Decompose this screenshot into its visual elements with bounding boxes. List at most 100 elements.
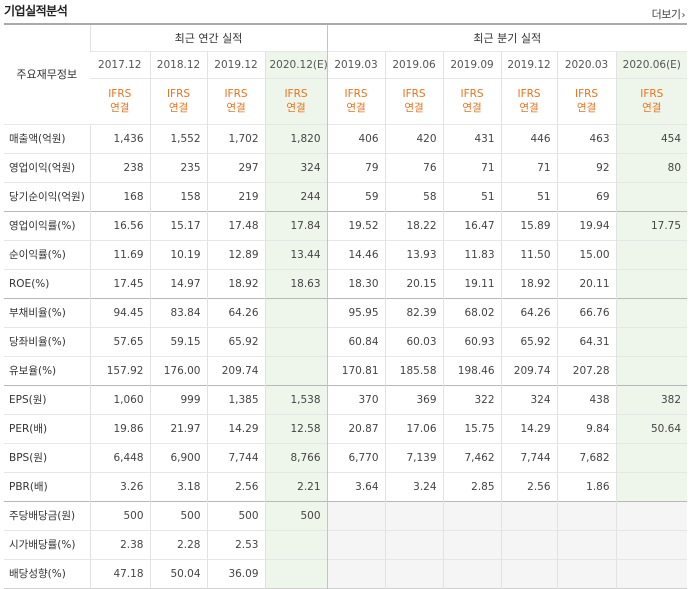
- metric-value: 382: [615, 384, 688, 414]
- metric-value: 176.00: [149, 355, 207, 385]
- table-row: BPS(원) 6,448 6,900 7,744 8,766 6,770 7,139 7,46…: [4, 442, 688, 472]
- accounting-standard-header: IFRS 연결: [326, 77, 386, 124]
- metric-value: 297: [206, 152, 265, 182]
- metric-value: [500, 558, 558, 588]
- metric-label: BPS(원): [4, 442, 90, 472]
- metric-value: 7,462: [442, 442, 502, 472]
- metric-label: 배당성향(%): [4, 558, 90, 588]
- accounting-standard-header: IFRS 연결: [149, 77, 207, 124]
- table-row: PER(배) 19.86 21.97 14.29 12.58 20.87 17.06 15.7…: [4, 413, 688, 443]
- metric-label: ROE(%): [4, 268, 90, 298]
- section-header: 기업실적분석 더보기›: [0, 0, 691, 23]
- metric-value: 1,436: [89, 123, 150, 153]
- accounting-standard-header: IFRS 연결: [500, 77, 558, 124]
- table-row: 순이익률(%) 11.69 10.19 12.89 13.44 14.46 13.93 11.…: [4, 239, 688, 269]
- metric-value: 438: [556, 384, 617, 414]
- accounting-standard-header: IFRS 연결: [384, 77, 444, 124]
- metric-value: 369: [384, 384, 444, 414]
- metric-value: [264, 558, 328, 588]
- table-row: 당좌비율(%) 57.65 59.15 65.92 60.84 60.03 60.93 65.…: [4, 326, 688, 356]
- metric-value: 1.86: [556, 471, 617, 501]
- metric-value: 95.95: [326, 297, 386, 327]
- consolidation-type: 연결: [576, 102, 597, 114]
- standard-type: IFRS: [284, 88, 308, 100]
- table-row: 영업이익률(%) 16.56 15.17 17.48 17.84 19.52 18.22 16…: [4, 210, 688, 240]
- metric-value: 235: [149, 152, 207, 182]
- metric-value: 2.56: [206, 471, 265, 501]
- period-header: 2020.03: [556, 50, 617, 78]
- metric-value: 19.52: [326, 210, 386, 240]
- metric-value: 6,770: [326, 442, 386, 472]
- chevron-right-icon: ›: [681, 10, 686, 21]
- metric-value: 13.93: [384, 239, 444, 269]
- metric-value: 219: [206, 181, 265, 211]
- metric-label: 영업이익(억원): [4, 152, 90, 182]
- metric-label: 당기순이익(억원): [4, 181, 90, 211]
- metric-value: 18.22: [384, 210, 444, 240]
- metric-value: 20.87: [326, 413, 386, 443]
- period-header: 2018.12: [149, 50, 207, 78]
- metric-value: 17.06: [384, 413, 444, 443]
- period-header: 2019.03: [326, 50, 386, 78]
- metric-value: 14.97: [149, 268, 207, 298]
- metric-value: 68.02: [442, 297, 502, 327]
- metric-value: 12.89: [206, 239, 265, 269]
- metric-value: 170.81: [326, 355, 386, 385]
- metric-value: 71: [500, 152, 558, 182]
- metric-label: 주당배당금(원): [4, 500, 90, 530]
- metric-value: 17.75: [615, 210, 688, 240]
- period-header: 2019.12: [500, 50, 558, 78]
- metric-value: 2.21: [264, 471, 328, 501]
- metric-value: [615, 558, 688, 588]
- metric-value: 16.47: [442, 210, 502, 240]
- metric-value: 60.03: [384, 326, 444, 356]
- metric-value: 324: [500, 384, 558, 414]
- metric-value: 82.39: [384, 297, 444, 327]
- metric-value: 3.26: [89, 471, 150, 501]
- metric-value: 36.09: [206, 558, 265, 588]
- metric-value: [442, 529, 502, 559]
- metric-value: 20.15: [384, 268, 444, 298]
- metric-value: 244: [264, 181, 328, 211]
- metric-value: 14.29: [206, 413, 265, 443]
- metric-value: 322: [442, 384, 502, 414]
- metric-value: 2.56: [500, 471, 558, 501]
- standard-type: IFRS: [224, 88, 248, 100]
- standard-type: IFRS: [517, 88, 541, 100]
- metric-label: 매출액(억원): [4, 123, 90, 153]
- metric-value: 1,552: [149, 123, 207, 153]
- metric-label: EPS(원): [4, 384, 90, 414]
- consolidation-type: 연결: [168, 102, 189, 114]
- annual-group-header: 최근 연간 실적: [89, 23, 328, 51]
- metric-value: 420: [384, 123, 444, 153]
- metric-value: [500, 529, 558, 559]
- metric-value: 17.48: [206, 210, 265, 240]
- metric-value: 83.84: [149, 297, 207, 327]
- metric-value: 94.45: [89, 297, 150, 327]
- metric-value: 463: [556, 123, 617, 153]
- metric-value: 7,744: [500, 442, 558, 472]
- metric-value: [264, 297, 328, 327]
- page-title: 기업실적분석: [4, 4, 68, 18]
- metric-value: 500: [206, 500, 265, 530]
- metric-value: [615, 181, 688, 211]
- financial-summary-table: 주요재무정보 최근 연간 실적 최근 분기 실적 2017.12 2018.12 2…: [4, 23, 688, 589]
- metric-value: [556, 558, 617, 588]
- metric-value: 3.18: [149, 471, 207, 501]
- consolidation-type: 연결: [642, 102, 662, 114]
- accounting-standard-header: IFRS 연결: [264, 77, 328, 124]
- more-link[interactable]: 더보기›: [652, 6, 686, 22]
- metric-value: 59: [326, 181, 386, 211]
- metric-value: 198.46: [442, 355, 502, 385]
- accounting-standard-header: IFRS 연결: [442, 77, 502, 124]
- table-row: 영업이익(억원) 238 235 297 324 79 76 71 71 92 80: [4, 152, 688, 182]
- metric-value: 15.00: [556, 239, 617, 269]
- metric-value: [615, 471, 688, 501]
- metric-label: 유보율(%): [4, 355, 90, 385]
- metric-value: [264, 355, 328, 385]
- metric-value: [615, 268, 688, 298]
- metric-value: [615, 326, 688, 356]
- standard-type: IFRS: [166, 88, 191, 100]
- metric-value: 80: [615, 152, 688, 182]
- metric-value: 1,820: [264, 123, 328, 153]
